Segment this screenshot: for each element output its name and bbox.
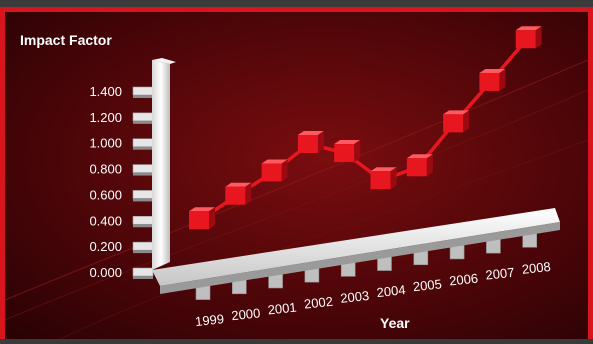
y-tick-label: 0.200 (89, 239, 122, 254)
y-axis-step (132, 215, 154, 225)
x-axis-floor-edge (160, 222, 560, 294)
data-point-side (354, 140, 361, 163)
data-point-side (281, 159, 288, 182)
data-point-top (479, 68, 506, 73)
series-line-path (199, 38, 529, 222)
y-axis-step (132, 112, 154, 122)
y-axis-step-shadow (133, 198, 153, 202)
x-axis-tick-labels: 1999 2000 2001 2002 2003 2004 2005 2006 2007 2008 (194, 259, 551, 329)
data-point-face (261, 163, 282, 182)
x-tick-label: 2007 (485, 265, 515, 283)
x-tick-label: 2000 (231, 305, 261, 323)
y-axis-step-shadow (133, 120, 153, 124)
data-point-top (297, 131, 324, 136)
x-axis-floor (152, 208, 560, 286)
data-point (297, 131, 324, 154)
x-tick-label: 2001 (267, 300, 297, 318)
y-axis-step-shadow (133, 224, 153, 228)
y-axis-step (132, 86, 154, 96)
data-point-top (370, 167, 397, 172)
y-axis-wall (152, 60, 170, 270)
data-point-face (370, 171, 391, 190)
data-point-face (297, 135, 318, 154)
data-point-top (334, 140, 361, 145)
y-axis-step (132, 267, 154, 277)
data-point-top (189, 207, 215, 212)
y-axis-step (132, 138, 154, 148)
y-tick-label: 0.400 (89, 213, 122, 228)
y-axis-step-shadow (133, 95, 153, 98)
data-point-face (189, 211, 209, 230)
data-point (189, 207, 215, 230)
data-point (406, 154, 433, 177)
data-point-side (535, 26, 542, 49)
data-point-top (261, 159, 288, 164)
y-tick-label: 0.600 (89, 187, 122, 202)
data-point-top (225, 182, 252, 187)
x-tick-label: 2005 (412, 276, 442, 294)
y-tick-label: 1.000 (89, 136, 122, 151)
data-point-face (515, 30, 536, 49)
y-tick-label: 1.200 (89, 110, 122, 125)
y-axis-step (132, 241, 154, 251)
x-tick-label: 2004 (376, 282, 406, 300)
data-point (443, 110, 470, 133)
x-tick-label: 2003 (340, 288, 370, 306)
y-axis-step-shadow (133, 250, 153, 254)
data-point (479, 68, 506, 91)
data-point (334, 140, 361, 163)
y-axis-wall-top (152, 58, 176, 64)
data-point-top (515, 26, 542, 31)
x-tick-label: 2008 (521, 259, 551, 277)
y-tick-label: 0.000 (89, 265, 122, 280)
y-axis-step-shadow (133, 172, 153, 176)
background-swoosh (4, 59, 589, 301)
background-swoosh (4, 89, 589, 321)
data-point-side (245, 182, 252, 205)
data-point-face (334, 144, 355, 163)
y-axis-step-shadow (133, 276, 153, 279)
data-point-side (317, 131, 324, 154)
data-point-top (443, 110, 470, 115)
y-tick-label: 0.800 (89, 162, 122, 177)
background-swoosh (59, 139, 589, 340)
x-axis-title: Year (380, 315, 410, 331)
data-point-side (499, 68, 506, 91)
data-point-face (443, 114, 464, 133)
data-point-top (406, 154, 433, 159)
data-point (515, 26, 542, 49)
y-tick-label: 1.400 (89, 84, 122, 99)
y-axis-step-shadow (133, 146, 153, 150)
data-point-face (225, 186, 246, 205)
data-point-face (479, 72, 500, 91)
data-point-side (463, 110, 470, 133)
y-axis-step (132, 190, 154, 199)
x-tick-label: 1999 (194, 311, 224, 329)
data-point (261, 159, 288, 182)
x-tick-label: 2002 (303, 294, 333, 312)
series-line (189, 26, 542, 230)
data-point (370, 167, 397, 190)
data-point-face (406, 158, 427, 177)
data-point-side (390, 167, 397, 190)
y-axis-step (132, 164, 154, 173)
y-axis-tick-labels: 1.400 1.200 1.000 0.800 0.600 0.400 0.200 0.000 (89, 84, 122, 280)
y-axis-title: Impact Factor (20, 32, 112, 48)
data-point (225, 182, 252, 205)
x-tick-label: 2006 (448, 270, 478, 288)
data-point-side (209, 207, 215, 230)
data-point-side (426, 154, 433, 177)
